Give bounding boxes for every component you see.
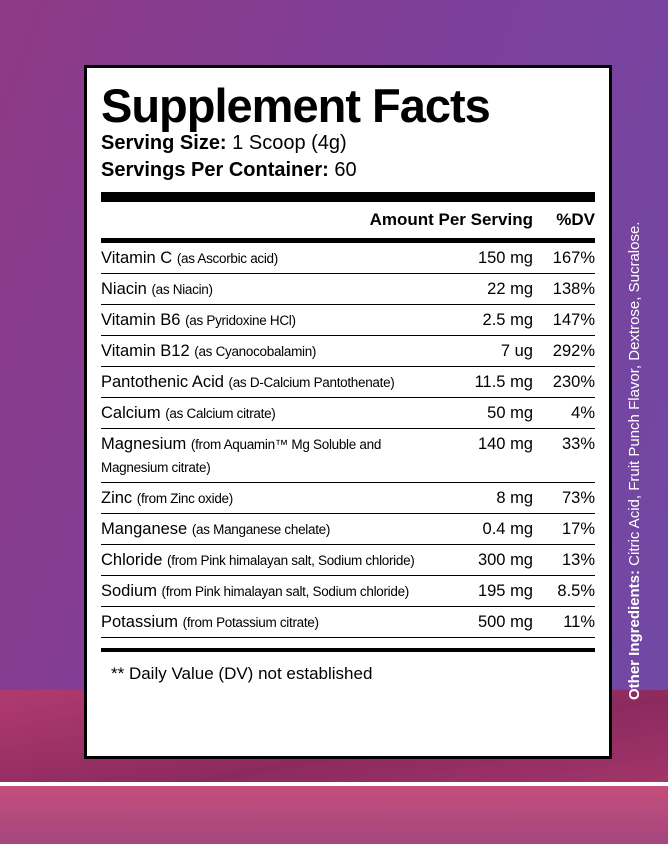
daily-value: 4% — [571, 404, 595, 422]
serving-size: Serving Size: 1 Scoop (4g) — [101, 130, 595, 157]
nutrient-source: (from Aquamin™ Mg Soluble and Magnesium … — [101, 437, 382, 475]
nutrient: Sodium (from Pink himalayan salt, Sodium… — [101, 580, 443, 603]
nutrient: Calcium (as Calcium citrate) — [101, 402, 443, 425]
nutrient-source: (as Ascorbic acid) — [176, 251, 278, 266]
nutrient-name: Sodium — [101, 582, 157, 600]
rule — [101, 192, 595, 202]
value: Citric Acid, Fruit Punch Flavor, Dextros… — [626, 221, 643, 566]
nutrient-name: Magnesium — [101, 435, 187, 453]
amount: 7 ug — [500, 342, 533, 360]
label: Servings Per Container: — [101, 159, 329, 181]
nutrient: Chloride (from Pink himalayan salt, Sodi… — [101, 549, 443, 572]
nutrient-name: Vitamin B6 — [101, 311, 181, 329]
nutrient-name: Manganese — [101, 520, 188, 538]
nutrient: Zinc (from Zinc oxide) — [101, 487, 443, 510]
rows: Vitamin C (as Ascorbic acid) 150 mg 167% Ni… — [101, 243, 595, 638]
nutrient-name: Calcium — [101, 404, 161, 422]
nutrient-row: Vitamin B12 (as Cyanocobalamin) 7 ug 292% — [101, 336, 595, 367]
nutrient-row: Sodium (from Pink himalayan salt, Sodium… — [101, 576, 595, 607]
footnote: ** Daily Value (DV) not established — [101, 648, 595, 684]
nutrient: Vitamin C (as Ascorbic acid) — [101, 247, 443, 270]
nutrient-source: (as Calcium citrate) — [165, 406, 276, 421]
amount: 8 mg — [496, 489, 533, 507]
nutrient-name: Potassium — [101, 613, 179, 631]
nutrient-source: (as D-Calcium Pantothenate) — [228, 375, 395, 390]
other-ingredients: Other Ingredients: Citric Acid, Fruit Pu… — [626, 140, 643, 700]
facts-panel: Supplement Facts Serving Size: 1 Scoop (… — [84, 65, 612, 759]
stripe — [0, 782, 668, 786]
nutrient-row: Potassium (from Potassium citrate) 500 mg… — [101, 607, 595, 638]
label: Other Ingredients: — [626, 569, 643, 700]
servings-per-container: Servings Per Container: 60 — [101, 157, 595, 184]
label: Serving Size: — [101, 132, 227, 154]
amount: 2.5 mg — [482, 311, 533, 329]
amount: 140 mg — [477, 435, 533, 453]
nutrient-row: Vitamin B6 (as Pyridoxine HCl) 2.5 mg 147% — [101, 305, 595, 336]
nutrient-row: Vitamin C (as Ascorbic acid) 150 mg 167% — [101, 243, 595, 274]
daily-value: 292% — [552, 342, 595, 360]
daily-value: 8.5% — [557, 582, 595, 600]
value: 1 Scoop (4g) — [232, 132, 347, 154]
nutrient-name: Niacin — [101, 280, 147, 298]
nutrient-row: Calcium (as Calcium citrate) 50 mg 4% — [101, 398, 595, 429]
amount: 22 mg — [487, 280, 533, 298]
nutrient: Manganese (as Manganese chelate) — [101, 518, 443, 541]
amount: 500 mg — [477, 613, 533, 631]
daily-value: 13% — [561, 551, 595, 569]
daily-value: 138% — [552, 280, 595, 298]
nutrient-row: Manganese (as Manganese chelate) 0.4 mg 17… — [101, 514, 595, 545]
nutrient-row: Zinc (from Zinc oxide) 8 mg 73% — [101, 483, 595, 514]
band — [0, 786, 668, 844]
amount: 300 mg — [477, 551, 533, 569]
nutrient-source: (as Pyridoxine HCl) — [185, 313, 296, 328]
nutrient: Vitamin B6 (as Pyridoxine HCl) — [101, 309, 443, 332]
daily-value: 73% — [561, 489, 595, 507]
amount-header: Amount Per Serving — [369, 210, 533, 229]
column-header: Amount Per Serving %DV — [101, 202, 595, 243]
nutrient-name: Pantothenic Acid — [101, 373, 224, 391]
value: 60 — [334, 159, 357, 181]
nutrient-row: Pantothenic Acid (as D-Calcium Pantothen… — [101, 367, 595, 398]
nutrient-source: (from Pink himalayan salt, Sodium chlori… — [161, 584, 410, 599]
nutrient: Pantothenic Acid (as D-Calcium Pantothen… — [101, 371, 443, 394]
daily-value: 147% — [552, 311, 595, 329]
amount: 50 mg — [487, 404, 533, 422]
daily-value: 167% — [552, 249, 595, 267]
nutrient-name: Vitamin B12 — [101, 342, 190, 360]
daily-value: 17% — [561, 520, 595, 538]
nutrient-name: Chloride — [101, 551, 163, 569]
nutrient-name: Zinc — [101, 489, 133, 507]
amount: 11.5 mg — [474, 373, 533, 391]
amount: 0.4 mg — [482, 520, 533, 538]
amount: 150 mg — [477, 249, 533, 267]
nutrient-source: (as Niacin) — [151, 282, 213, 297]
nutrient-source: (from Potassium citrate) — [182, 615, 319, 630]
daily-value: 230% — [552, 373, 595, 391]
dv-header: %DV — [556, 210, 595, 229]
nutrient-source: (as Cyanocobalamin) — [194, 344, 317, 359]
title: Supplement Facts — [101, 79, 491, 132]
nutrient: Potassium (from Potassium citrate) — [101, 611, 443, 634]
amount: 195 mg — [477, 582, 533, 600]
nutrient-source: (as Manganese chelate) — [191, 522, 331, 537]
nutrient-source: (from Zinc oxide) — [136, 491, 233, 506]
nutrient-row: Niacin (as Niacin) 22 mg 138% — [101, 274, 595, 305]
daily-value: 11% — [563, 613, 595, 631]
nutrient: Niacin (as Niacin) — [101, 278, 443, 301]
nutrient-row: Chloride (from Pink himalayan salt, Sodi… — [101, 545, 595, 576]
nutrient-name: Vitamin C — [101, 249, 173, 267]
nutrient-source: (from Pink himalayan salt, Sodium chlori… — [167, 553, 415, 568]
nutrient-row: Magnesium (from Aquamin™ Mg Soluble and … — [101, 429, 595, 483]
nutrient: Magnesium (from Aquamin™ Mg Soluble and … — [101, 433, 443, 479]
daily-value: 33% — [561, 435, 595, 453]
nutrient: Vitamin B12 (as Cyanocobalamin) — [101, 340, 443, 363]
